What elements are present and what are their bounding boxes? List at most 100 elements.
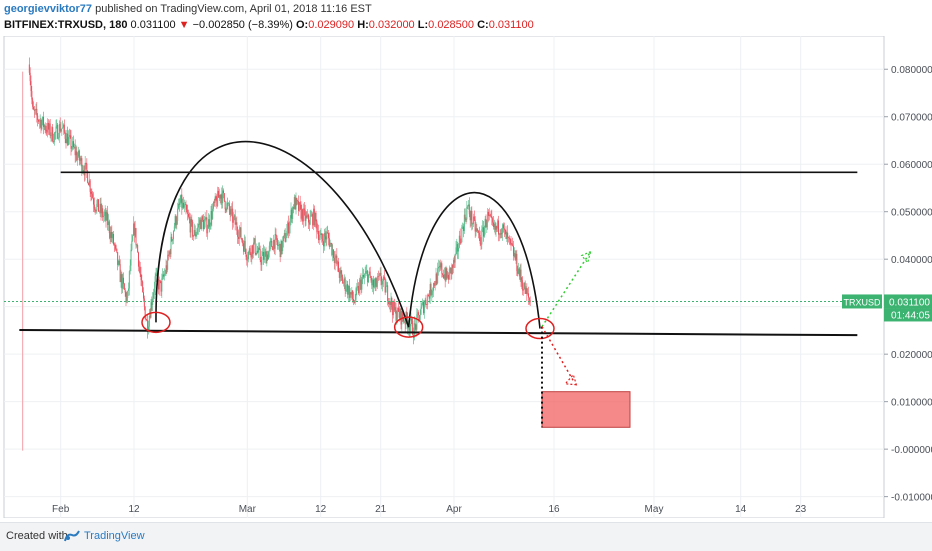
candle-body	[117, 252, 119, 265]
candle-body	[298, 202, 300, 211]
y-tick-label: -0.000000	[891, 445, 932, 456]
candle-body	[202, 216, 204, 220]
candle-body	[167, 254, 169, 270]
candle-body	[182, 202, 184, 208]
candle-body	[310, 215, 312, 217]
candle-body	[68, 137, 69, 146]
high-value: 0.032000	[368, 19, 415, 31]
small-arc-pattern	[407, 191, 541, 329]
tradingview-link[interactable]: TradingView	[84, 530, 145, 542]
candle-body	[197, 227, 199, 232]
price-chart[interactable]: 0.080000 0.070000 0.060000 0.050000 0.040000…	[0, 35, 932, 519]
candle-body	[447, 274, 449, 278]
candle-body	[466, 206, 468, 220]
candle-body	[518, 268, 519, 274]
candle-body	[423, 301, 424, 314]
large-arc-pattern	[155, 140, 410, 328]
candle-body	[41, 122, 43, 130]
candle-body	[82, 170, 84, 172]
candle-body	[148, 326, 149, 333]
candle-body	[323, 241, 324, 247]
candle-body	[448, 268, 450, 280]
candle-body	[490, 215, 492, 217]
candle-body	[166, 265, 168, 270]
candle-body	[467, 206, 469, 207]
candle-body	[77, 156, 79, 161]
candle-body	[33, 106, 34, 110]
candle-body	[410, 318, 412, 327]
tradingview-logo-icon[interactable]	[64, 529, 80, 548]
candle-body	[341, 273, 343, 278]
candle-body	[113, 244, 115, 246]
candle-body	[236, 222, 238, 231]
candle-body	[473, 216, 475, 220]
candle-body	[208, 219, 210, 227]
candle-body	[81, 158, 83, 172]
candle-body	[418, 315, 420, 320]
candle-body	[297, 200, 299, 202]
candle-body	[388, 301, 390, 305]
candle-body	[128, 271, 130, 289]
candle-body	[144, 306, 146, 319]
candle-body	[493, 222, 494, 228]
candle-body	[210, 211, 212, 225]
candle-body	[267, 254, 269, 260]
candle-body	[53, 141, 54, 143]
candle-body	[263, 251, 264, 260]
candle-body	[460, 242, 462, 243]
candle-body	[132, 235, 134, 241]
candle-body	[93, 198, 94, 205]
candle-body	[148, 315, 150, 327]
candle-body	[204, 219, 206, 222]
candle-body	[453, 259, 454, 268]
candle-body	[114, 245, 116, 246]
candle-body	[352, 290, 354, 300]
candle-body	[243, 243, 244, 252]
candle-body	[335, 255, 337, 258]
candle-body	[393, 301, 394, 316]
author-link[interactable]: georgievviktor77	[4, 3, 93, 15]
candle-body	[428, 294, 429, 296]
candle-body	[491, 216, 493, 219]
candle-body	[346, 284, 348, 290]
chart-area[interactable]: 0.080000 0.070000 0.060000 0.050000 0.040000…	[0, 35, 932, 519]
candle-body	[170, 236, 172, 255]
candle-body	[40, 119, 42, 130]
candle-body	[90, 191, 92, 194]
candle-body	[482, 227, 484, 230]
open-label: O:	[296, 19, 309, 31]
candle-body	[289, 218, 291, 227]
candle-body	[163, 274, 164, 277]
last-price: 0.031100	[130, 19, 176, 31]
candle-body	[83, 171, 85, 176]
bearish-arrow-line	[541, 326, 574, 382]
candle-body	[399, 308, 401, 318]
candle-body	[418, 312, 419, 316]
y-tick-label: 0.020000	[891, 350, 932, 361]
candle-body	[497, 220, 499, 229]
candle-body	[385, 286, 387, 293]
publish-text: published on TradingView.com, April 01, …	[95, 3, 372, 15]
candle-body	[101, 208, 103, 214]
candle-body	[483, 227, 484, 237]
candle-body	[136, 245, 138, 246]
candle-body	[273, 239, 275, 249]
candle-body	[412, 320, 414, 335]
candle-body	[263, 252, 265, 260]
candle-body	[501, 233, 503, 234]
candle-body	[165, 265, 167, 274]
candle-body	[233, 215, 235, 217]
candle-body	[113, 233, 114, 245]
candle-body	[419, 314, 421, 320]
candle-body	[64, 131, 66, 139]
countdown-label: 01:44:05	[891, 310, 930, 321]
candle-body	[95, 210, 97, 211]
candle-body	[39, 119, 41, 122]
candle-body	[127, 290, 129, 298]
x-tick-label: Mar	[239, 504, 257, 515]
candle-body	[216, 200, 218, 207]
low-circle-marker	[141, 311, 171, 334]
candle-body	[404, 321, 406, 325]
candle-body	[509, 238, 511, 240]
candle-body	[126, 297, 128, 302]
